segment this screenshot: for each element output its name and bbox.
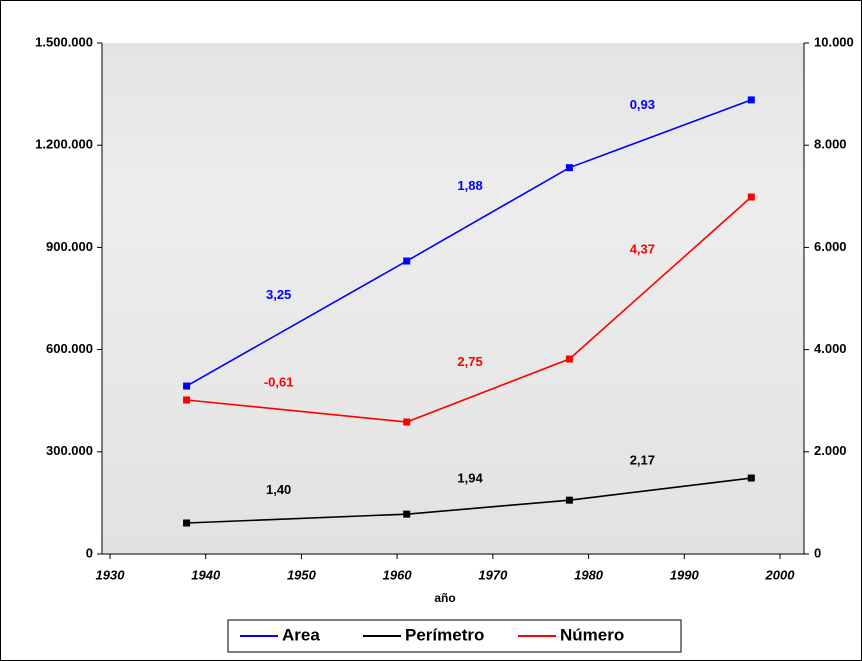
x-tick-label: 1960 [383, 567, 413, 582]
y2-tick-label: 4.000 [814, 341, 847, 356]
rate-label: 1,88 [457, 178, 482, 193]
y-tick-label: 0 [86, 545, 93, 560]
y-tick-label: 900.000 [46, 239, 93, 254]
x-tick-label: 1980 [574, 567, 604, 582]
rate-label: 4,37 [630, 241, 655, 256]
y-tick-label: 1.500.000 [35, 34, 93, 49]
y2-tick-label: 2.000 [814, 443, 847, 458]
x-axis-label: año [434, 591, 455, 605]
point [403, 258, 410, 265]
x-tick-label: 2000 [765, 567, 796, 582]
point [183, 396, 190, 403]
legend-label: Perímetro [405, 625, 484, 644]
y2-tick-label: 0 [814, 545, 821, 560]
point [183, 519, 190, 526]
legend-label: Número [560, 625, 624, 644]
point [748, 475, 755, 482]
y-tick-label: 600.000 [46, 341, 93, 356]
y2-tick-label: 8.000 [814, 137, 847, 152]
point [403, 511, 410, 518]
rate-label: 3,25 [266, 287, 291, 302]
point [566, 497, 573, 504]
chart: año 0 300.000 600.000 900.000 1.200.000 1.500… [0, 0, 862, 661]
rate-label: 2,75 [457, 354, 482, 369]
rate-label: -0,61 [264, 374, 294, 389]
point [566, 164, 573, 171]
x-tick-label: 1950 [287, 567, 317, 582]
point [403, 419, 410, 426]
rate-label: 2,17 [630, 453, 655, 468]
legend-label: Area [282, 625, 320, 644]
rate-label: 0,93 [630, 97, 655, 112]
x-tick-label: 1990 [670, 567, 700, 582]
x-tick-label: 1940 [191, 567, 221, 582]
y-tick-label: 1.200.000 [35, 137, 93, 152]
y2-tick-label: 10.000 [814, 34, 854, 49]
rate-label: 1,40 [266, 482, 291, 497]
x-tick-label: 1930 [96, 567, 126, 582]
y-tick-label: 300.000 [46, 443, 93, 458]
point [748, 194, 755, 201]
x-tick-label: 1970 [478, 567, 508, 582]
point [183, 383, 190, 390]
point [566, 356, 573, 363]
rate-label: 1,94 [457, 471, 483, 486]
y2-tick-label: 6.000 [814, 239, 847, 254]
point [748, 96, 755, 103]
